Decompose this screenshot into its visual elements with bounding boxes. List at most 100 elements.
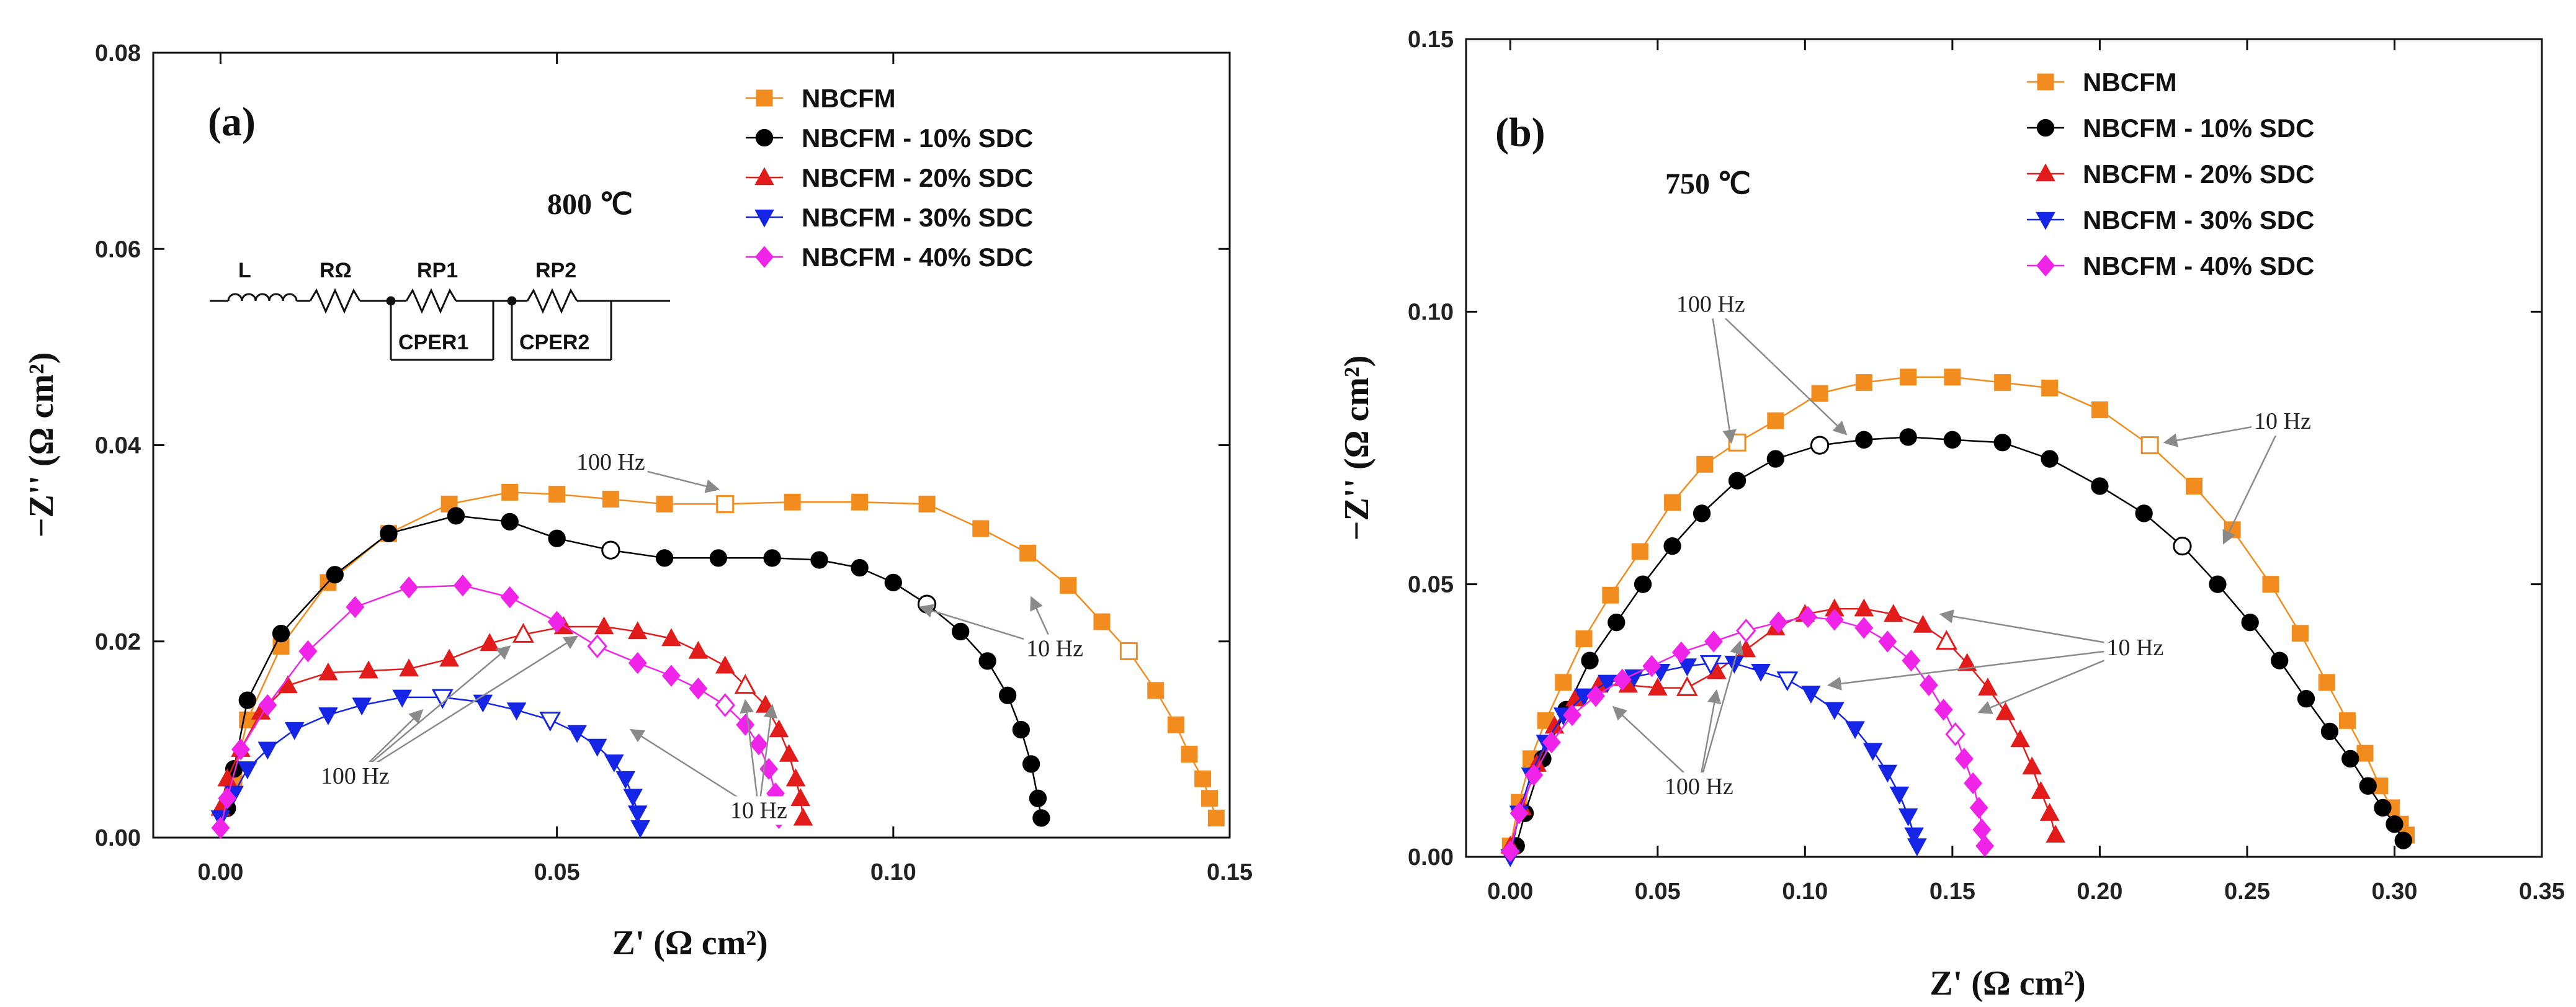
panel-a-frequency-marker [716,495,735,513]
panel-b-data-point [2091,401,2108,418]
panel-b-data-point [2271,651,2289,669]
panel-b-legend-label: NBCFM - 10% SDC [2083,114,2314,143]
panel-a-x-axis-title: Z' (Ω cm²) [612,924,767,962]
legend-marker [754,167,774,186]
panel-b-x-tick-label: 0.00 [1487,879,1533,905]
panel-b-frequency-marker [1776,671,1799,692]
panel-b-data-point [1693,504,1711,522]
panel-a-marks: 0.00 0.05 0.10 0.15 0.00 0.02 0.04 0.06 0.08 NBCF… [95,40,1253,885]
panel-b-frequency-marker [1935,630,1957,650]
panel-b-data-point [1608,614,1626,632]
panel-b-y-axis-title: −Z'' (Ω cm²) [1338,356,1376,541]
panel-a-data-point [392,689,413,708]
panel-b-data-point [1524,764,1544,786]
panel-b-x-tick-label: 0.30 [2371,879,2417,905]
panel-b-data-point [1663,537,1681,555]
panel-a-data-point [749,733,768,756]
panel-a-temperature: 800 ℃ [547,188,633,221]
panel-a-legend-item: NBCFM - 20% SDC [746,163,1033,192]
panel-a-legend-label: NBCFM - 40% SDC [802,243,1033,272]
panel-b-x-tick-label: 0.05 [1635,879,1681,905]
annotation-arrow [1710,303,1848,436]
panel-b-frequency-marker [1728,433,1746,452]
panel-b-x-tick-label: 0.25 [2224,879,2270,905]
panel-b-data-point [1598,674,1617,693]
panel-b-data-point [1696,455,1714,473]
panel-a-data-point [662,665,681,687]
legend-marker [2036,119,2055,137]
panel-a-data-point [501,512,519,530]
annotation-label-background [1661,772,1736,801]
panel-b-frequency-annotation: 100 Hz [1673,290,1848,444]
panel-b-frequency-marker [2140,436,2159,455]
panel-a-legend-item: NBCFM [746,84,896,113]
panel-a-data-point [656,495,673,512]
panel-a-data-point [1207,809,1225,826]
panel-a-data-point [715,655,735,674]
panel-b-frequency-marker [1699,655,1722,675]
legend-marker [755,128,774,147]
annotation-label-background [2104,633,2167,662]
panel-a-data-point [602,490,619,508]
panel-a-y-tick-label: 0.06 [95,236,141,262]
panel-b-data-point [1943,431,1962,449]
annotation-label: 100 Hz [1665,774,1733,800]
panel-a-frequency-marker [734,674,756,694]
panel-a-data-point [769,719,789,738]
panel-a-data-point [630,820,650,838]
panel-a-data-point [790,788,810,806]
panel-a-data-point [1029,789,1047,807]
panel-b-data-point [2022,756,2042,775]
panel-a-frequency-marker [512,622,534,643]
legend-marker [756,89,773,107]
panel-a-data-point [604,754,624,772]
panel-b-data-point [1728,472,1746,490]
panel-a-legend-label: NBCFM [802,84,896,113]
panel-a-y-tick-label: 0.04 [95,433,141,459]
panel-a-y-tick-label: 0.02 [95,629,141,655]
panel-a-frequency-marker [587,634,607,658]
panel-b-data-point [1664,494,1681,511]
panel-a: 0.00 0.05 0.10 0.15 0.00 0.02 0.04 0.06 0.08 NBCF… [22,40,1253,962]
panel-b-data-point [1581,651,1599,669]
panel-a-data-point [318,707,338,725]
panel-b-marks: 0.00 0.05 0.10 0.15 0.20 0.25 0.30 0.35 0.00 0.05… [1408,27,2565,905]
panel-b-series-4 [1501,606,1995,862]
panel-b-frequency-marker [1676,676,1698,696]
panel-a-data-point [627,621,648,640]
panel-a-data-point [785,768,806,787]
panel-a-data-point [736,714,755,736]
legend-marker [755,246,774,268]
panel-b-data-point [1904,827,1924,846]
panel-b-data-point [2241,614,2259,632]
panel-a-data-point [346,596,365,619]
legend-marker [754,209,774,228]
annotation-label: 100 Hz [1676,291,1745,317]
panel-a-frequency-marker [917,594,937,614]
panel-b-data-point [1995,702,2016,720]
panel-b-frequency-annotation: 100 Hz [1612,640,1744,801]
panel-a-data-point [594,616,614,635]
panel-b-data-point [1919,674,1938,696]
panel-b-data-point [1825,609,1844,631]
panel-a-data-point [380,524,398,542]
panel-b-data-point [2039,803,2060,821]
circuit-label-L: L [238,259,251,282]
panel-a-data-point [952,622,970,641]
circuit-label-cpe-r1: CPER1 [398,331,468,354]
panel-a-legend-label: NBCFM - 10% SDC [802,123,1033,153]
panel-b-legend-item: NBCFM - 40% SDC [2027,251,2314,280]
panel-a-data-point [501,483,519,501]
panel-a-x-tick-label: 0.00 [197,859,243,885]
panel-b-data-point [1704,630,1724,653]
panel-b-data-point [1501,840,1520,862]
panel-b-data-point [1900,369,1917,386]
panel-b-y-tick-label: 0.10 [1408,299,1454,325]
panel-b-data-point [1799,606,1818,629]
panel-a-data-point [779,743,799,762]
panel-b-data-point [1854,617,1874,639]
panel-a-data-point [359,660,378,679]
panel-a-data-point [257,741,278,760]
panel-b-data-point [1634,575,1652,593]
panel-b-data-point [1751,664,1771,682]
